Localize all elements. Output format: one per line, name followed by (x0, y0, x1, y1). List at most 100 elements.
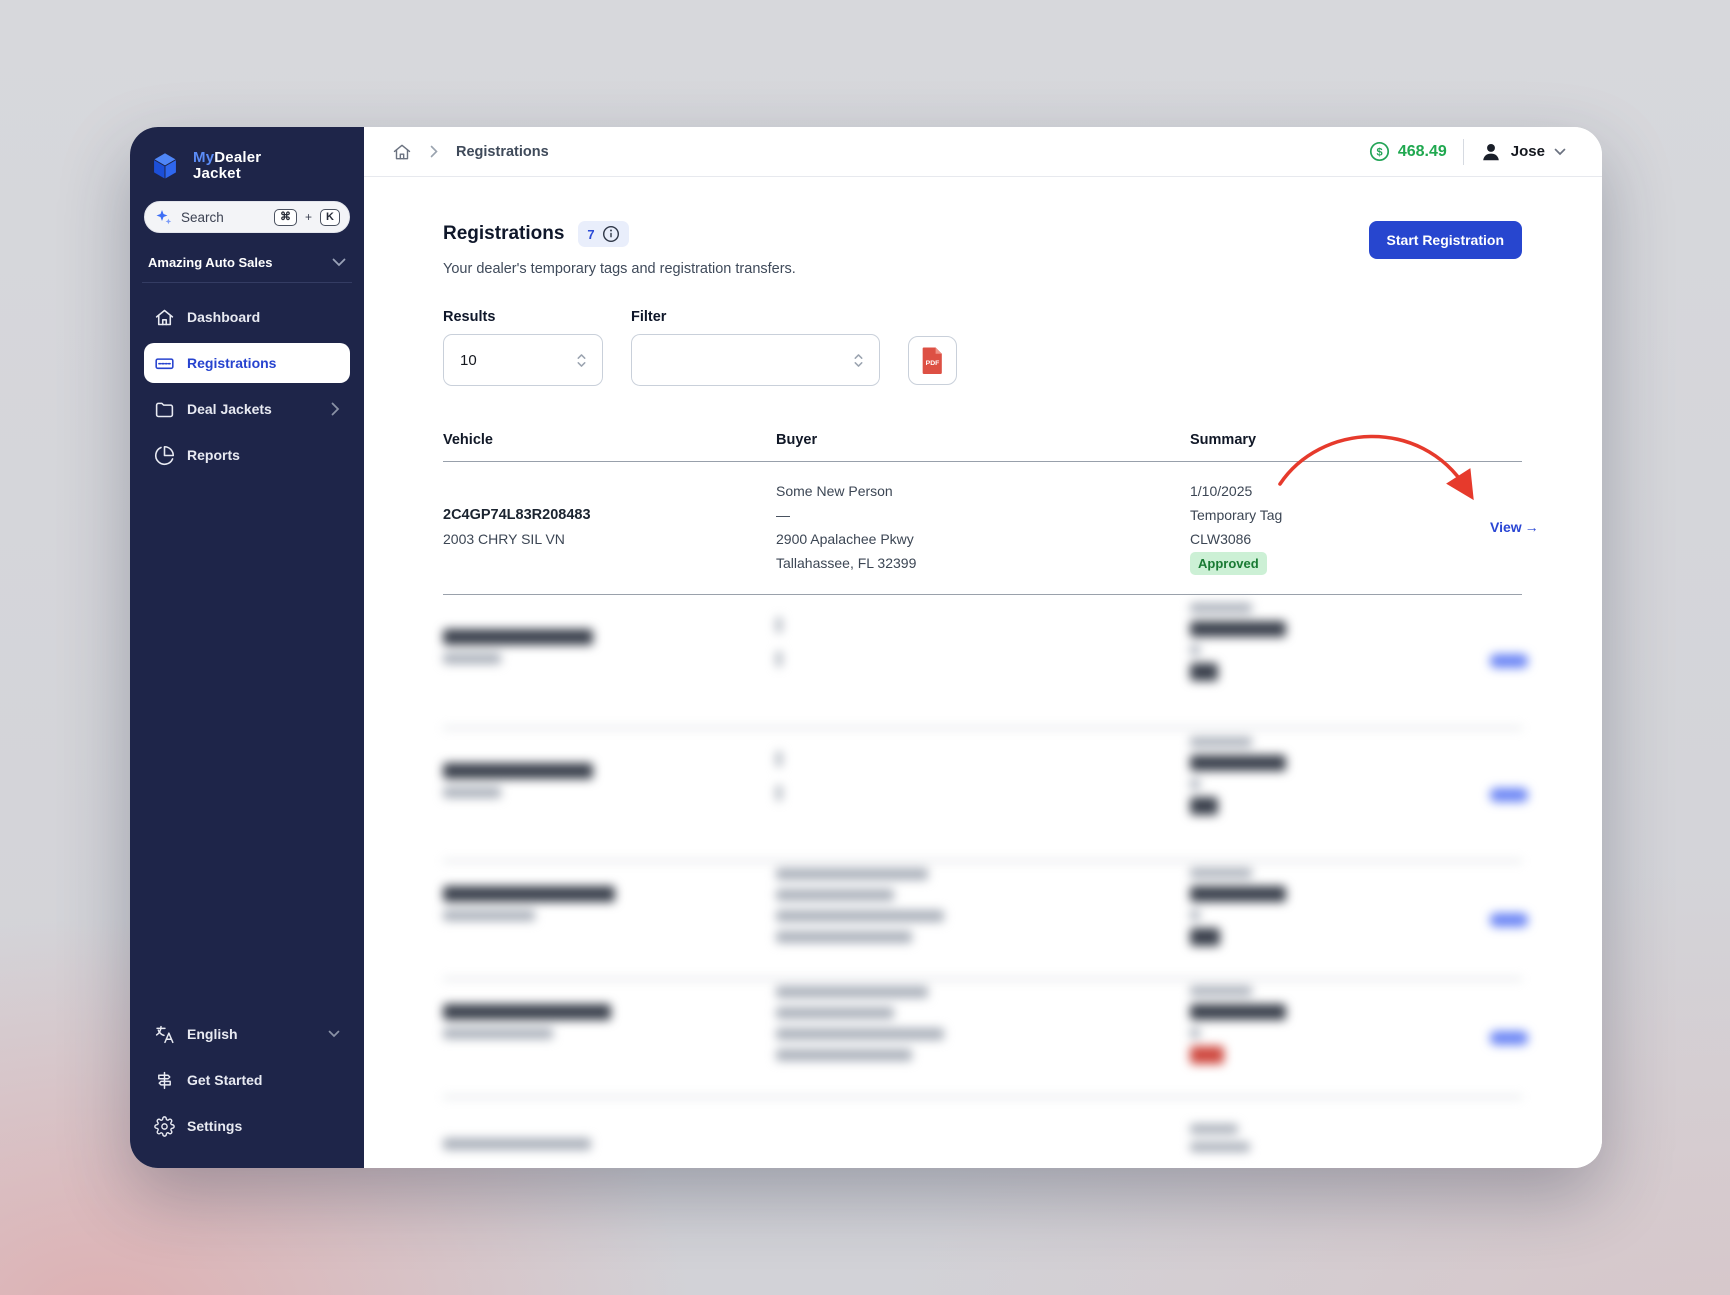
breadcrumb-current[interactable]: Registrations (456, 143, 549, 160)
table-row-blurred (443, 595, 1528, 729)
svg-text:PDF: PDF (926, 360, 940, 367)
buyer-line2: — (776, 507, 790, 523)
view-link-blurred[interactable] (1490, 1031, 1528, 1045)
table-row-blurred (443, 980, 1528, 1098)
sidebar-item-label: Dashboard (187, 309, 261, 325)
start-registration-button[interactable]: Start Registration (1368, 221, 1522, 259)
topbar-divider (1462, 138, 1464, 165)
buyer-address: 2900 Apalachee Pkwy (776, 531, 914, 547)
search-label: Search (181, 209, 224, 225)
gear-icon (154, 1115, 175, 1137)
sidebar-item-reports[interactable]: Reports (144, 435, 350, 475)
sidebar: MyDealer Jacket Search ⌘ + K Amazing Aut… (130, 127, 364, 1168)
column-buyer: Buyer (776, 432, 818, 448)
sparkle-icon (156, 210, 172, 225)
home-icon (155, 309, 174, 325)
table-row-blurred (443, 729, 1528, 862)
license-plate-icon (155, 357, 174, 369)
plus-separator: + (305, 210, 313, 224)
language-label: English (187, 1026, 238, 1042)
chevron-down-icon (328, 1030, 340, 1038)
user-menu[interactable]: Jose (1480, 141, 1566, 163)
registrations-table: Vehicle Buyer Summary 2C4GP74L83R208483 … (443, 432, 1539, 1168)
main-area: Registrations $ 468.49 Jose (364, 127, 1602, 1168)
arrow-right-icon: → (1524, 519, 1539, 535)
pie-chart-icon (154, 445, 175, 465)
balance-indicator[interactable]: $ 468.49 (1369, 141, 1447, 162)
info-icon (602, 225, 619, 243)
cmd-keycap: ⌘ (274, 208, 298, 226)
sidebar-divider (142, 282, 352, 283)
logo-cube-icon (152, 152, 178, 181)
table-row: 2C4GP74L83R208483 2003 CHRY SIL VN Some … (443, 434, 1539, 595)
select-expand-icon (854, 353, 863, 367)
app-window: MyDealer Jacket Search ⌘ + K Amazing Aut… (130, 127, 1602, 1168)
dollar-circle-icon: $ (1369, 141, 1389, 162)
sidebar-item-label: Get Started (187, 1072, 263, 1088)
sidebar-item-deal-jackets[interactable]: Deal Jackets (144, 389, 350, 429)
results-select[interactable]: 10 (443, 334, 603, 386)
chevron-right-icon (331, 402, 340, 416)
sidebar-nav: Dashboard Registrations Deal Jackets (144, 297, 350, 475)
language-selector[interactable]: English (144, 1014, 350, 1054)
summary-tag-number: CLW3086 (1190, 531, 1252, 547)
balance-amount: 468.49 (1397, 142, 1447, 160)
chevron-down-icon (332, 258, 346, 267)
filter-label: Filter (631, 309, 667, 325)
sidebar-item-label: Registrations (187, 355, 277, 371)
buyer-city: Tallahassee, FL 32399 (776, 555, 917, 571)
table-row-blurred (443, 1098, 1522, 1168)
summary-type: Temporary Tag (1190, 507, 1283, 523)
buyer-cell: Some New Person — 2900 Apalachee Pkwy Ta… (776, 479, 1190, 575)
chevron-down-icon (1554, 148, 1566, 155)
page-subtitle: Your dealer's temporary tags and registr… (443, 261, 796, 277)
k-keycap: K (320, 208, 340, 226)
signpost-icon (158, 1071, 171, 1089)
chevron-right-icon (430, 145, 438, 158)
brand-name: MyDealer Jacket (193, 149, 262, 182)
sidebar-footer: English Get Started Settings (144, 1014, 350, 1146)
summary-date: 1/10/2025 (1190, 483, 1253, 499)
vehicle-cell: 2C4GP74L83R208483 2003 CHRY SIL VN (443, 479, 776, 575)
view-link-blurred[interactable] (1490, 654, 1528, 668)
sidebar-item-dashboard[interactable]: Dashboard (144, 297, 350, 337)
column-vehicle: Vehicle (443, 432, 493, 448)
summary-cell: 1/10/2025 Temporary Tag CLW3086 Approved (1190, 479, 1490, 575)
sidebar-item-label: Reports (187, 447, 240, 463)
select-expand-icon (577, 353, 586, 367)
folder-icon (155, 402, 174, 417)
table-header: Vehicle Buyer Summary (443, 432, 1522, 462)
dealer-name: Amazing Auto Sales (148, 255, 273, 270)
export-pdf-button[interactable]: PDF (908, 336, 957, 385)
filter-select[interactable] (631, 334, 880, 386)
sidebar-item-settings[interactable]: Settings (144, 1106, 350, 1146)
page-title: Registrations (443, 223, 565, 244)
page-content: Registrations 7 Your dealer's temporary … (364, 177, 1602, 1168)
translate-icon (155, 1025, 174, 1043)
status-badge: Approved (1190, 552, 1267, 575)
dealer-selector[interactable]: Amazing Auto Sales (144, 233, 350, 282)
view-link[interactable]: View → (1490, 515, 1539, 539)
view-link-blurred[interactable] (1490, 913, 1528, 927)
user-name: Jose (1510, 143, 1545, 160)
buyer-name: Some New Person (776, 483, 893, 499)
search-input[interactable]: Search ⌘ + K (144, 201, 350, 233)
vehicle-vin: 2C4GP74L83R208483 (443, 507, 591, 523)
view-link-blurred[interactable] (1490, 787, 1528, 802)
sidebar-item-registrations[interactable]: Registrations (144, 343, 350, 383)
home-icon[interactable] (392, 142, 412, 162)
vehicle-description: 2003 CHRY SIL VN (443, 531, 565, 547)
svg-text:$: $ (1376, 146, 1382, 158)
sidebar-item-label: Deal Jackets (187, 401, 272, 417)
breadcrumb: Registrations (392, 142, 549, 162)
user-avatar-icon (1483, 143, 1499, 160)
results-label: Results (443, 309, 496, 325)
sidebar-item-get-started[interactable]: Get Started (144, 1060, 350, 1100)
sidebar-item-label: Settings (187, 1118, 243, 1134)
pdf-file-icon: PDF (922, 347, 942, 374)
registration-count-badge[interactable]: 7 (578, 221, 629, 247)
table-row-blurred (443, 862, 1528, 980)
column-summary: Summary (1190, 432, 1257, 448)
topbar: Registrations $ 468.49 Jose (364, 127, 1602, 177)
app-logo: MyDealer Jacket (144, 145, 350, 201)
